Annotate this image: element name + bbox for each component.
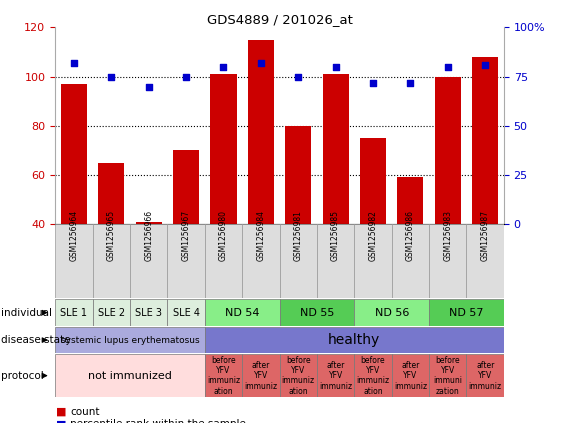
Text: GSM1256964: GSM1256964 [69,210,78,261]
Bar [205,224,242,298]
Text: before
YFV
immuniz
ation: before YFV immuniz ation [207,355,240,396]
Text: ND 56: ND 56 [374,308,409,318]
Text: healthy: healthy [328,333,381,347]
Text: individual: individual [1,308,52,318]
Text: before
YFV
immuniz
ation: before YFV immuniz ation [356,355,390,396]
Bar [392,354,429,397]
Text: GSM1256981: GSM1256981 [294,210,303,261]
Bar [167,299,205,326]
Point [256,60,265,66]
Bar [354,354,392,397]
Bar [354,224,392,298]
Bar [55,354,205,397]
Bar [279,224,317,298]
Text: GSM1256983: GSM1256983 [443,210,452,261]
Bar [55,299,92,326]
Bar [323,74,348,323]
Text: after
YFV
immuniz: after YFV immuniz [394,361,427,390]
Text: protocol: protocol [1,371,43,381]
Point [369,79,378,86]
Text: GSM1256966: GSM1256966 [144,210,153,261]
Bar [360,138,386,323]
Text: after
YFV
immuniz: after YFV immuniz [244,361,278,390]
Point [181,73,190,80]
Bar [205,354,242,397]
Text: count: count [70,407,100,417]
Bar [472,57,498,323]
Point [331,63,340,70]
Bar [429,299,504,326]
Point [144,83,153,90]
Text: percentile rank within the sample: percentile rank within the sample [70,419,246,423]
Bar [205,327,504,353]
Point [443,63,452,70]
Text: GSM1256965: GSM1256965 [107,210,116,261]
Bar [392,224,429,298]
Bar [136,222,162,323]
Bar [173,151,199,323]
Text: SLE 1: SLE 1 [60,308,87,318]
Text: after
YFV
immuniz: after YFV immuniz [468,361,502,390]
Text: GSM1256985: GSM1256985 [331,210,340,261]
Text: GSM1256984: GSM1256984 [256,210,265,261]
Bar [279,299,354,326]
Text: before
YFV
immuni
zation: before YFV immuni zation [434,355,462,396]
Bar [285,126,311,323]
Point [481,61,490,68]
Bar [429,354,467,397]
Bar [130,299,167,326]
Text: ■: ■ [56,419,67,423]
Text: GSM1256967: GSM1256967 [181,210,190,261]
Bar [317,354,354,397]
Bar [467,224,504,298]
Bar [242,224,279,298]
Bar [248,40,274,323]
Text: after
YFV
immuniz: after YFV immuniz [319,361,352,390]
Bar [92,299,130,326]
Bar [92,224,130,298]
Bar [279,354,317,397]
Text: ND 57: ND 57 [449,308,484,318]
Point [406,79,415,86]
Bar [167,224,205,298]
Text: ND 55: ND 55 [300,308,334,318]
Bar [130,224,167,298]
Bar [397,178,423,323]
Text: GSM1256982: GSM1256982 [369,210,378,261]
Bar [205,299,279,326]
Bar [317,224,354,298]
Bar [435,77,461,323]
Point [294,73,303,80]
Title: GDS4889 / 201026_at: GDS4889 / 201026_at [207,14,352,26]
Text: ■: ■ [56,407,67,417]
Text: not immunized: not immunized [88,371,172,381]
Text: systemic lupus erythematosus: systemic lupus erythematosus [61,335,199,345]
Bar [55,224,92,298]
Text: SLE 4: SLE 4 [172,308,199,318]
Text: SLE 3: SLE 3 [135,308,162,318]
Bar [61,84,87,323]
Bar [242,354,279,397]
Point [107,73,116,80]
Bar [467,354,504,397]
Text: GSM1256980: GSM1256980 [219,210,228,261]
Bar [429,224,467,298]
Bar [55,327,205,353]
Text: GSM1256986: GSM1256986 [406,210,415,261]
Point [69,60,78,66]
Text: SLE 2: SLE 2 [98,308,125,318]
Point [219,63,228,70]
Text: ND 54: ND 54 [225,308,260,318]
Text: disease state: disease state [1,335,70,345]
Bar [354,299,429,326]
Bar [98,163,124,323]
Text: GSM1256987: GSM1256987 [481,210,490,261]
Text: before
YFV
immuniz
ation: before YFV immuniz ation [282,355,315,396]
Bar [211,74,236,323]
